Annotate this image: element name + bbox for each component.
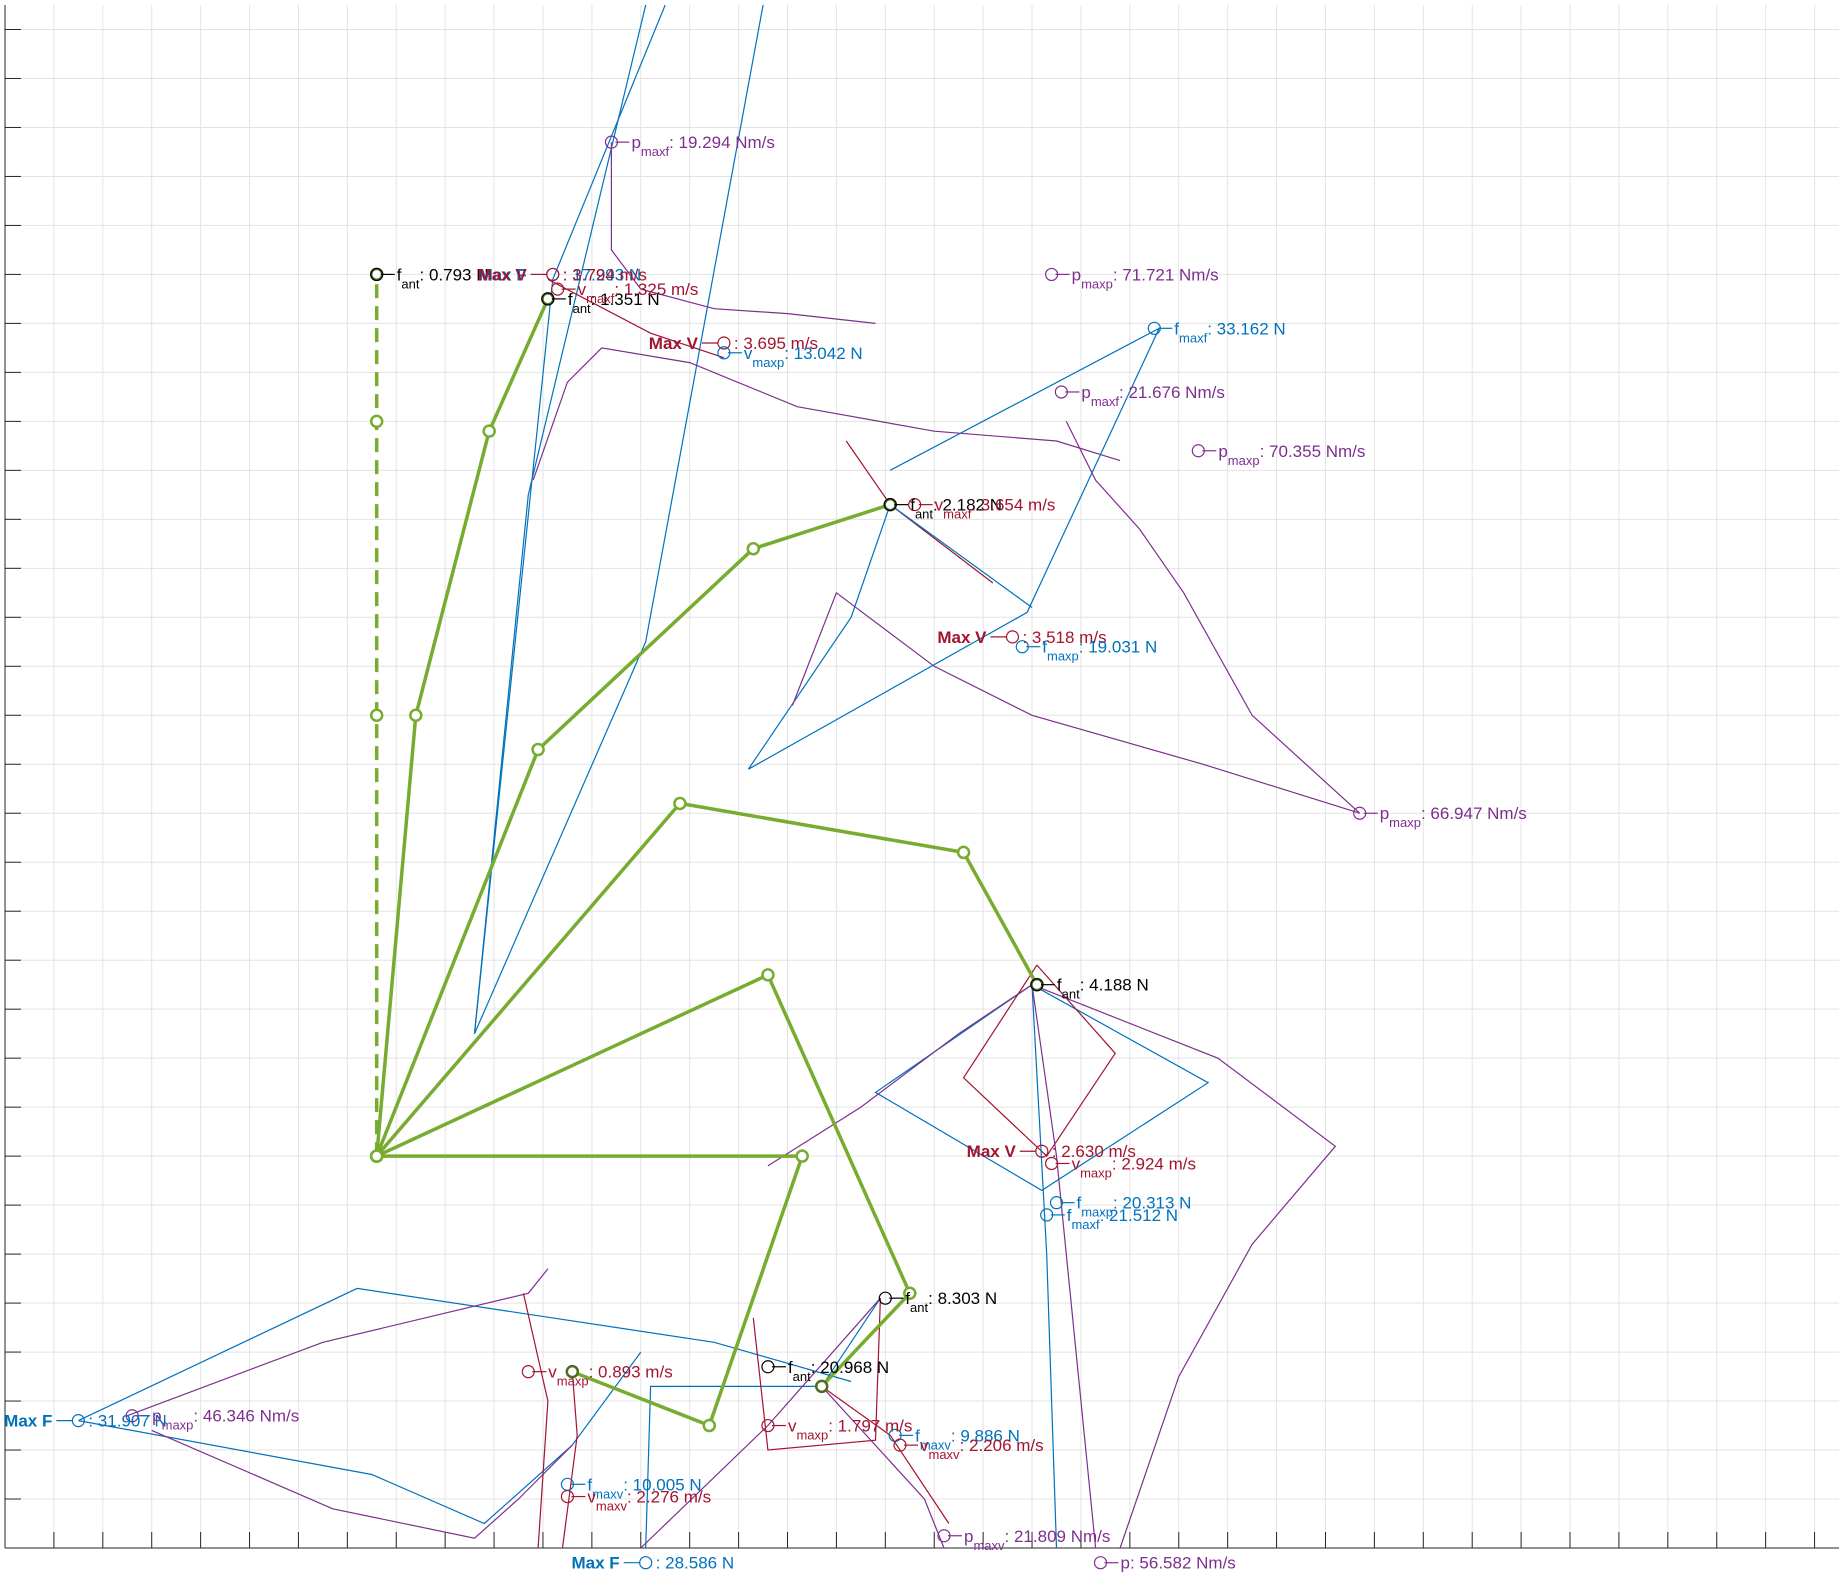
velocity-curve [962, 964, 1116, 1158]
force-marker [639, 1556, 653, 1570]
point-label: fmaxv: 9.886 N [915, 1426, 1020, 1452]
point-label: vmaxp: 1.797 m/s [788, 1417, 912, 1443]
linkage-joint [746, 541, 761, 556]
point-label: fant: 0.793 N [397, 265, 489, 291]
max-value: : 2.630 m/s [1052, 1142, 1136, 1161]
force-curve [473, 4, 764, 1034]
point-label: vmaxf: 3.654 m/s [935, 496, 1056, 522]
linkage-line [375, 801, 1039, 1158]
linkage-tip [565, 1364, 580, 1379]
linkage-joint [795, 1149, 809, 1163]
linkage-joint [702, 1418, 717, 1433]
power-curve [1031, 984, 1337, 1549]
max-label: Max F [571, 1554, 619, 1573]
linkage-joint [761, 968, 775, 982]
max-label: Max V [478, 265, 528, 284]
point-label: vmaxp: 2.924 m/s [1072, 1154, 1196, 1180]
velocity-curve [522, 1293, 549, 1549]
force-curve [747, 503, 1033, 770]
max-value: : 3.695 m/s [734, 334, 818, 353]
power-curve [151, 1429, 573, 1539]
velocity-marker [1005, 630, 1020, 644]
guide-curves [78, 4, 1361, 1549]
linkage-joint [482, 424, 496, 438]
point-label: vmaxv: 2.276 m/s [587, 1488, 711, 1514]
max-label: Max F [4, 1412, 52, 1431]
force-curve [1031, 984, 1058, 1549]
force-marker [71, 1414, 85, 1428]
force-curve [748, 326, 1161, 770]
max-value: : 3.518 m/s [1022, 628, 1106, 647]
velocity-curve [547, 278, 725, 359]
power-curve [640, 1297, 881, 1549]
power-curve [821, 1385, 945, 1549]
point-label: fant: 20.968 N [788, 1358, 889, 1384]
point-label: pmaxp: 46.346 Nm/s [152, 1407, 299, 1433]
power-curve [791, 591, 1360, 814]
point-labels: fant: 0.793 N fant: 1.351 N fant: 2.182 N f… [4, 133, 1527, 1573]
point-label: p: 56.582 Nm/s [1121, 1554, 1236, 1573]
force-curve [78, 1287, 852, 1422]
point-label: vmaxf: 1.325 m/s [578, 280, 699, 306]
power-curve [610, 142, 876, 324]
linkage-joint [409, 708, 423, 723]
power-curve [767, 984, 1033, 1167]
linkage-line [375, 973, 912, 1388]
linkage-joint [369, 414, 384, 429]
linkage-joint [903, 1286, 917, 1301]
point-label: pmaxf: 21.676 Nm/s [1081, 383, 1224, 409]
point-label: fmaxp: 19.031 N [1042, 638, 1157, 664]
point-label: fant: 2.182 N [910, 496, 1002, 522]
max-label: Max F [479, 265, 527, 284]
power-curve [127, 1268, 549, 1417]
grid-lines [4, 5, 1839, 1549]
point-label: pmaxp: 70.355 Nm/s [1218, 442, 1365, 468]
point-label: vmaxp: 13.042 N [744, 344, 863, 370]
point-label: fant: 4.188 N [1057, 976, 1149, 1002]
point-label: pmaxp: 66.947 Nm/s [1380, 804, 1527, 830]
linkage-joint [531, 742, 545, 757]
axis-frame [4, 5, 1839, 1549]
linkage-line [376, 1154, 804, 1428]
point-label: vmaxv: 2.206 m/s [920, 1436, 1044, 1462]
point-label: pmaxv: 21.809 Nm/s [964, 1527, 1110, 1553]
linkage-joint [369, 708, 384, 723]
max-value: : 28.586 N [656, 1554, 734, 1573]
linkage-joint [956, 845, 971, 860]
max-value: : 17.293 N [563, 265, 641, 284]
max-value: : 3.794 m/s [563, 265, 647, 284]
max-label: Max V [967, 1142, 1017, 1161]
point-label: fmaxp: 20.313 N [1076, 1194, 1191, 1220]
velocity-curve [752, 1298, 881, 1451]
force-curve [78, 1351, 642, 1525]
power-curve [1031, 984, 1097, 1549]
point-label: fant: 8.303 N [905, 1289, 997, 1315]
linkage-line [375, 502, 891, 1157]
linkage-joint [369, 1149, 384, 1163]
linkages [374, 274, 1039, 1428]
point-label: pmaxf: 19.294 Nm/s [631, 133, 774, 159]
point-label: fant: 1.351 N [568, 290, 660, 316]
force-curve [473, 4, 647, 1034]
max-value: : 31.907 N [88, 1412, 166, 1431]
point-label: fmaxf: 21.512 N [1067, 1206, 1178, 1232]
power-curve [1065, 421, 1361, 814]
velocity-curve [821, 1385, 950, 1524]
power-curve [532, 347, 1121, 481]
linkage-line [374, 298, 550, 1157]
point-label: vmaxp: 0.893 m/s [548, 1363, 672, 1389]
force-curve [645, 1297, 881, 1549]
velocity-curve [561, 1371, 578, 1549]
point-label: pmaxp: 71.721 Nm/s [1072, 265, 1219, 291]
point-markers [56, 135, 1378, 1570]
point-label: fmaxf: 33.162 N [1174, 319, 1285, 345]
linkage-joint [673, 796, 687, 811]
max-label: Max V [649, 334, 699, 353]
linkage-tip [814, 1379, 829, 1394]
force-curve [473, 4, 666, 1034]
point-label: fmaxv: 10.005 N [587, 1475, 701, 1501]
max-label: Max V [937, 628, 987, 647]
